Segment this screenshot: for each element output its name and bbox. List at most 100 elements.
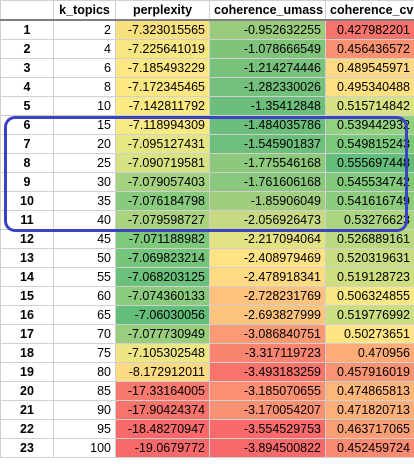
coherence-cv-cell[interactable]: 0.526889161 xyxy=(325,229,414,249)
header-k-topics[interactable]: k_topics xyxy=(53,0,116,21)
coherence-cv-cell[interactable]: 0.427982201 xyxy=(325,19,414,40)
coherence-umass-cell[interactable]: -2.217094064 xyxy=(209,229,326,249)
coherence-cv-cell[interactable]: 0.506324855 xyxy=(325,286,414,306)
coherence-cv-cell[interactable]: 0.471820713 xyxy=(325,400,414,420)
k-topics-cell[interactable]: 20 xyxy=(53,134,116,154)
coherence-umass-cell[interactable]: -3.493183259 xyxy=(209,362,326,382)
perplexity-cell[interactable]: -7.076184798 xyxy=(115,191,210,211)
perplexity-cell[interactable]: -7.090719581 xyxy=(115,153,210,173)
perplexity-cell[interactable]: -7.069823214 xyxy=(115,248,210,268)
corner-cell[interactable] xyxy=(0,0,54,21)
coherence-cv-cell[interactable]: 0.457916019 xyxy=(325,362,414,382)
perplexity-cell[interactable]: -7.077730949 xyxy=(115,324,210,344)
k-topics-cell[interactable]: 10 xyxy=(53,96,116,116)
coherence-umass-cell[interactable]: -1.775546168 xyxy=(209,153,326,173)
coherence-cv-cell[interactable]: 0.539442932 xyxy=(325,115,414,135)
row-index-cell[interactable]: 15 xyxy=(0,286,54,306)
row-index-cell[interactable]: 20 xyxy=(0,381,54,401)
perplexity-cell[interactable]: -7.06030056 xyxy=(115,305,210,325)
coherence-cv-cell[interactable]: 0.520319631 xyxy=(325,248,414,268)
k-topics-cell[interactable]: 80 xyxy=(53,362,116,382)
row-index-cell[interactable]: 8 xyxy=(0,153,54,173)
row-index-cell[interactable]: 3 xyxy=(0,58,54,78)
row-index-cell[interactable]: 6 xyxy=(0,115,54,135)
coherence-umass-cell[interactable]: -2.728231769 xyxy=(209,286,326,306)
row-index-cell[interactable]: 4 xyxy=(0,77,54,97)
coherence-umass-cell[interactable]: -1.214274446 xyxy=(209,58,326,78)
coherence-cv-cell[interactable]: 0.545534742 xyxy=(325,172,414,192)
k-topics-cell[interactable]: 55 xyxy=(53,267,116,287)
coherence-umass-cell[interactable]: -1.078666549 xyxy=(209,39,326,59)
k-topics-cell[interactable]: 90 xyxy=(53,400,116,420)
row-index-cell[interactable]: 12 xyxy=(0,229,54,249)
perplexity-cell[interactable]: -7.105302548 xyxy=(115,343,210,363)
row-index-cell[interactable]: 11 xyxy=(0,210,54,230)
row-index-cell[interactable]: 23 xyxy=(0,438,54,458)
perplexity-cell[interactable]: -17.33164005 xyxy=(115,381,210,401)
row-index-cell[interactable]: 1 xyxy=(0,19,54,40)
row-index-cell[interactable]: 22 xyxy=(0,419,54,439)
row-index-cell[interactable]: 13 xyxy=(0,248,54,268)
coherence-umass-cell[interactable]: -1.484035786 xyxy=(209,115,326,135)
row-index-cell[interactable]: 14 xyxy=(0,267,54,287)
coherence-umass-cell[interactable]: -1.85906049 xyxy=(209,191,326,211)
k-topics-cell[interactable]: 45 xyxy=(53,229,116,249)
row-index-cell[interactable]: 9 xyxy=(0,172,54,192)
coherence-umass-cell[interactable]: -2.056926473 xyxy=(209,210,326,230)
k-topics-cell[interactable]: 75 xyxy=(53,343,116,363)
coherence-umass-cell[interactable]: -3.894500822 xyxy=(209,438,326,458)
k-topics-cell[interactable]: 60 xyxy=(53,286,116,306)
coherence-cv-cell[interactable]: 0.515714842 xyxy=(325,96,414,116)
coherence-cv-cell[interactable]: 0.489545971 xyxy=(325,58,414,78)
coherence-umass-cell[interactable]: -3.086840751 xyxy=(209,324,326,344)
perplexity-cell[interactable]: -7.068203125 xyxy=(115,267,210,287)
k-topics-cell[interactable]: 30 xyxy=(53,172,116,192)
perplexity-cell[interactable]: -8.172912011 xyxy=(115,362,210,382)
perplexity-cell[interactable]: -7.074360133 xyxy=(115,286,210,306)
k-topics-cell[interactable]: 50 xyxy=(53,248,116,268)
coherence-umass-cell[interactable]: -2.408979469 xyxy=(209,248,326,268)
perplexity-cell[interactable]: -7.225641019 xyxy=(115,39,210,59)
perplexity-cell[interactable]: -7.118994309 xyxy=(115,115,210,135)
header-perplexity[interactable]: perplexity xyxy=(115,0,210,21)
coherence-cv-cell[interactable]: 0.50273651 xyxy=(325,324,414,344)
perplexity-cell[interactable]: -17.90424374 xyxy=(115,400,210,420)
k-topics-cell[interactable]: 8 xyxy=(53,77,116,97)
coherence-umass-cell[interactable]: -1.282330026 xyxy=(209,77,326,97)
perplexity-cell[interactable]: -7.185493229 xyxy=(115,58,210,78)
k-topics-cell[interactable]: 2 xyxy=(53,19,116,40)
row-index-cell[interactable]: 7 xyxy=(0,134,54,154)
perplexity-cell[interactable]: -7.079057403 xyxy=(115,172,210,192)
coherence-umass-cell[interactable]: -3.317119723 xyxy=(209,343,326,363)
k-topics-cell[interactable]: 65 xyxy=(53,305,116,325)
coherence-umass-cell[interactable]: -2.693827999 xyxy=(209,305,326,325)
k-topics-cell[interactable]: 100 xyxy=(53,438,116,458)
perplexity-cell[interactable]: -7.095127431 xyxy=(115,134,210,154)
k-topics-cell[interactable]: 15 xyxy=(53,115,116,135)
perplexity-cell[interactable]: -7.323015565 xyxy=(115,19,210,40)
row-index-cell[interactable]: 10 xyxy=(0,191,54,211)
row-index-cell[interactable]: 5 xyxy=(0,96,54,116)
coherence-umass-cell[interactable]: -1.761606168 xyxy=(209,172,326,192)
coherence-cv-cell[interactable]: 0.470956 xyxy=(325,343,414,363)
coherence-umass-cell[interactable]: -0.952632255 xyxy=(209,19,326,40)
k-topics-cell[interactable]: 70 xyxy=(53,324,116,344)
k-topics-cell[interactable]: 85 xyxy=(53,381,116,401)
coherence-cv-cell[interactable]: 0.519776992 xyxy=(325,305,414,325)
k-topics-cell[interactable]: 4 xyxy=(53,39,116,59)
perplexity-cell[interactable]: -7.079598727 xyxy=(115,210,210,230)
perplexity-cell[interactable]: -7.142811792 xyxy=(115,96,210,116)
coherence-umass-cell[interactable]: -1.545901837 xyxy=(209,134,326,154)
k-topics-cell[interactable]: 95 xyxy=(53,419,116,439)
perplexity-cell[interactable]: -7.071188982 xyxy=(115,229,210,249)
coherence-cv-cell[interactable]: 0.495340488 xyxy=(325,77,414,97)
row-index-cell[interactable]: 2 xyxy=(0,39,54,59)
row-index-cell[interactable]: 17 xyxy=(0,324,54,344)
header-coherence-cv[interactable]: coherence_cv xyxy=(325,0,414,21)
coherence-umass-cell[interactable]: -3.554529753 xyxy=(209,419,326,439)
coherence-umass-cell[interactable]: -1.35412848 xyxy=(209,96,326,116)
row-index-cell[interactable]: 16 xyxy=(0,305,54,325)
coherence-cv-cell[interactable]: 0.456436572 xyxy=(325,39,414,59)
coherence-umass-cell[interactable]: -3.185070655 xyxy=(209,381,326,401)
perplexity-cell[interactable]: -18.48270947 xyxy=(115,419,210,439)
